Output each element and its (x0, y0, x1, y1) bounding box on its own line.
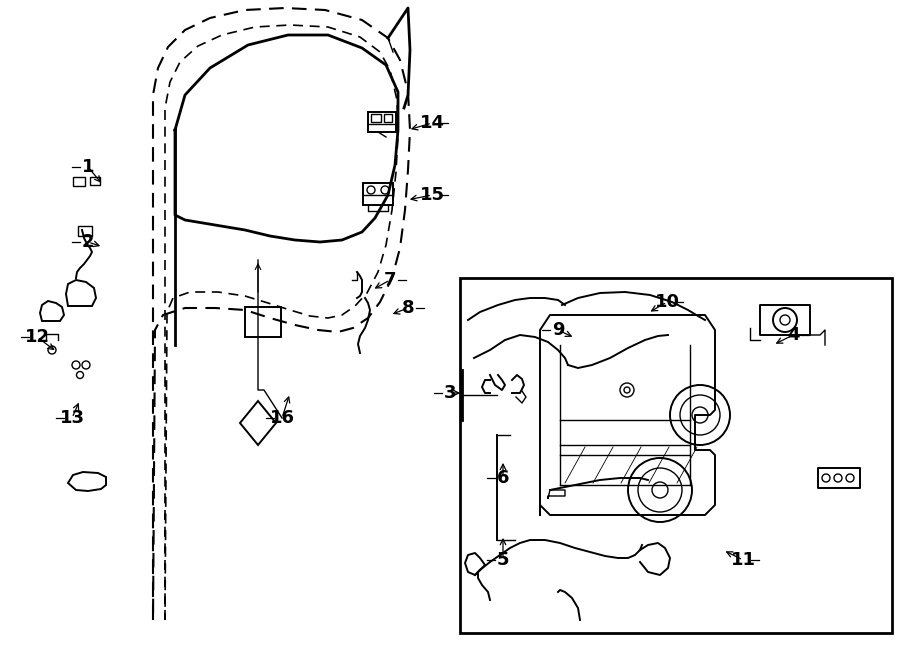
Bar (78, 226, 92, 236)
Text: 4: 4 (787, 326, 799, 344)
Text: 9: 9 (552, 321, 564, 339)
Bar (760, 305, 810, 335)
Bar (368, 112, 396, 132)
Text: 16: 16 (269, 409, 294, 427)
Bar (460, 278, 892, 633)
Bar (90, 177, 100, 185)
Text: 8: 8 (401, 299, 414, 317)
Text: 13: 13 (59, 409, 85, 427)
Bar (363, 183, 393, 205)
Text: 1: 1 (82, 158, 94, 176)
Text: 11: 11 (731, 551, 755, 569)
Text: 7: 7 (383, 271, 396, 289)
Bar (245, 307, 281, 337)
Text: 2: 2 (82, 233, 94, 251)
Text: 5: 5 (497, 551, 509, 569)
Bar (384, 114, 392, 122)
Text: 6: 6 (497, 469, 509, 487)
Text: 10: 10 (654, 293, 680, 311)
Text: 15: 15 (419, 186, 445, 204)
Text: 12: 12 (24, 328, 50, 346)
Bar (73, 177, 85, 186)
Text: 14: 14 (419, 114, 445, 132)
Bar (371, 114, 381, 122)
Bar (818, 468, 860, 488)
Text: 3: 3 (444, 384, 456, 402)
